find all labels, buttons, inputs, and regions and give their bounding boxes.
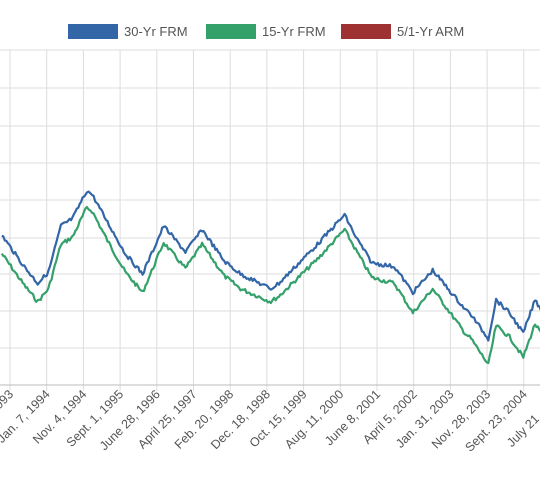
x-tick-label: 1993 [0, 387, 16, 417]
legend-swatch [206, 24, 256, 39]
legend-swatch [341, 24, 391, 39]
chart-grid [0, 49, 540, 391]
legend-item-15-yr-frm[interactable]: 15-Yr FRM [206, 24, 326, 39]
chart-legend[interactable]: 30-Yr FRM 15-Yr FRM 5/1-Yr ARM [68, 24, 464, 39]
legend-label: 5/1-Yr ARM [397, 24, 464, 39]
chart-series [0, 190, 540, 365]
legend-label: 15-Yr FRM [262, 24, 326, 39]
series-line-30-yr-frm [1, 190, 540, 342]
legend-item-30-yr-frm[interactable]: 30-Yr FRM [68, 24, 188, 39]
legend-label: 30-Yr FRM [124, 24, 188, 39]
legend-swatch [68, 24, 118, 39]
series-line-15-yr-frm [0, 205, 540, 365]
legend-item-5-1-yr-arm[interactable]: 5/1-Yr ARM [341, 24, 464, 39]
